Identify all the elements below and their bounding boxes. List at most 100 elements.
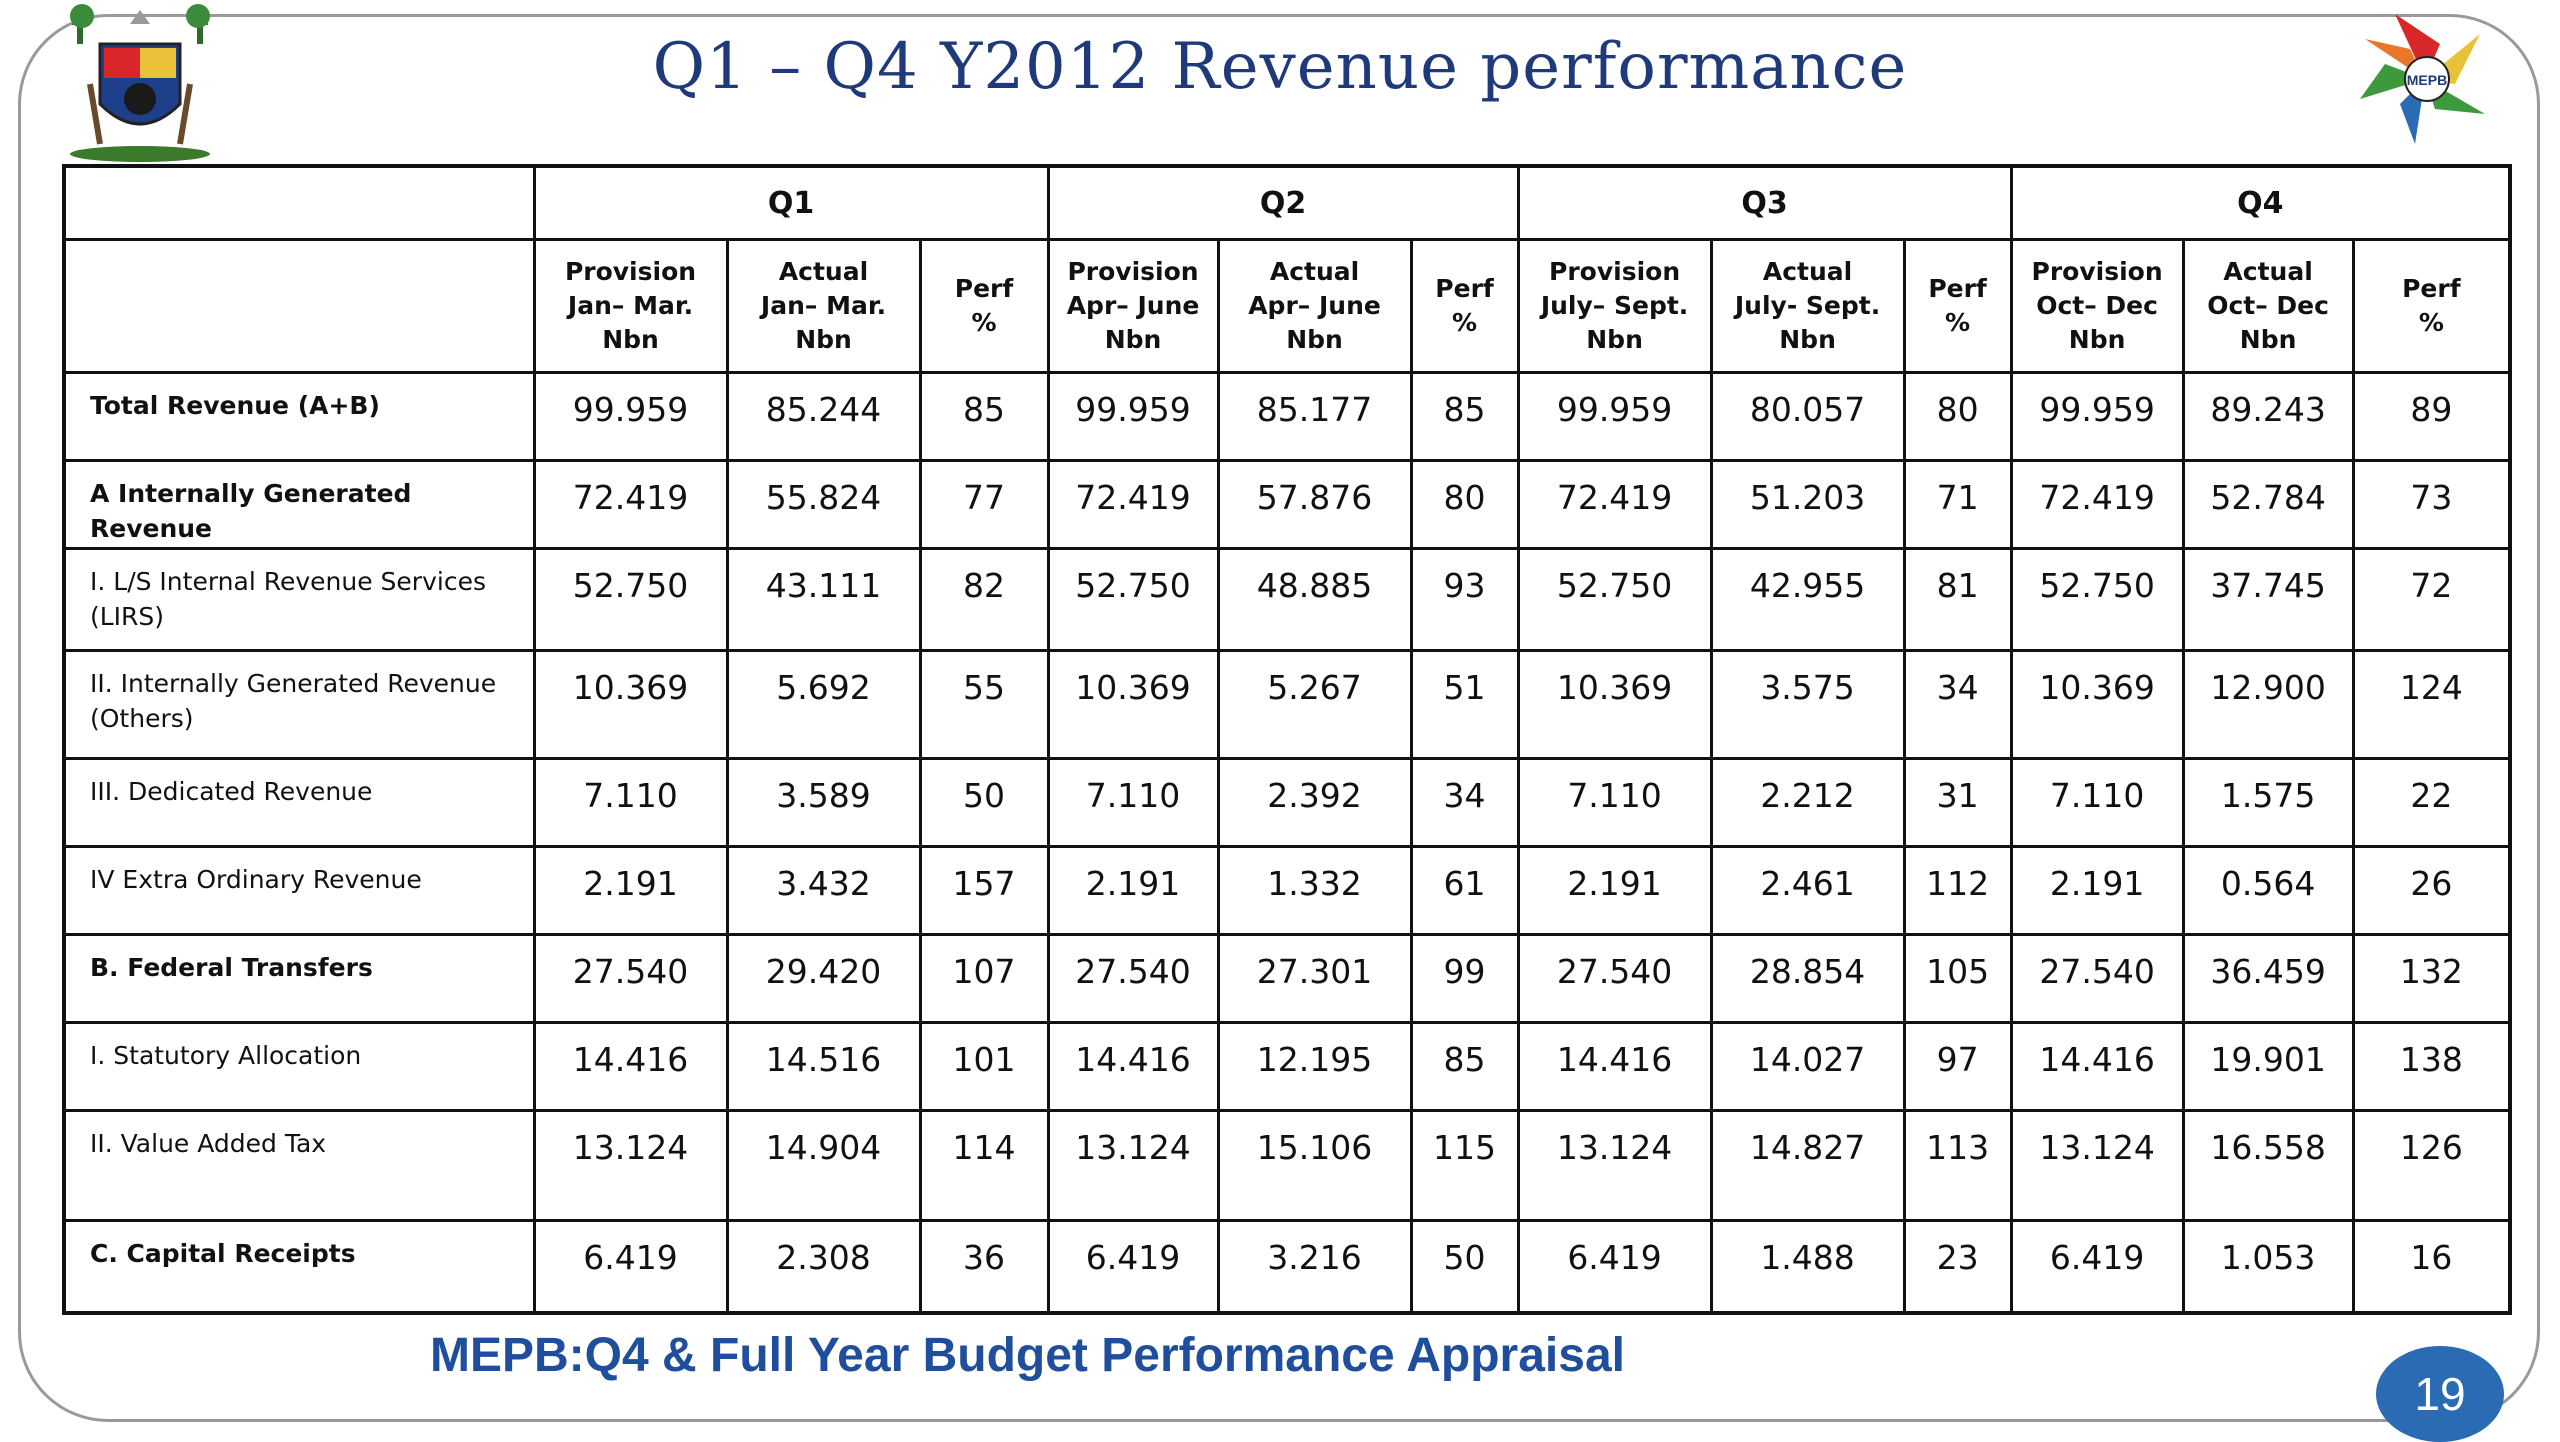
table-cell: 26 <box>2351 845 2512 936</box>
row-label: IV Extra Ordinary Revenue <box>62 845 536 936</box>
table-cell: 12.195 <box>1216 1021 1413 1112</box>
revenue-table: Q1 Q2 Q3 Q4 Provision Jan– Mar. Nbn Actual Jan– … <box>62 164 2513 1315</box>
table-row: II. Internally Generated Revenue (Others… <box>62 649 2512 760</box>
table-cell: 27.540 <box>1046 933 1220 1024</box>
table-cell: 72.419 <box>532 459 729 550</box>
row-label: Total Revenue (A+B) <box>62 371 536 462</box>
table-cell: 36 <box>918 1219 1050 1314</box>
table-cell: 1.053 <box>2181 1219 2355 1314</box>
column-header-line: July– Sept. <box>1540 291 1689 320</box>
mepb-logo-icon: MEPB <box>2360 14 2485 144</box>
table-cell: 7.110 <box>1516 757 1713 848</box>
row-label: C. Capital Receipts <box>62 1219 536 1314</box>
table-cell: 126 <box>2351 1109 2512 1222</box>
table-cell: 99.959 <box>1046 371 1220 462</box>
column-header-line: Provision <box>2031 257 2163 286</box>
table-cell: 82 <box>918 547 1050 652</box>
column-header-line: Nbn <box>1779 325 1836 354</box>
row-label: II. Internally Generated Revenue (Others… <box>62 649 536 760</box>
table-cell: 3.575 <box>1709 649 1906 760</box>
column-header-line: Nbn <box>1586 325 1643 354</box>
table-cell: 3.432 <box>725 845 922 936</box>
table-cell: 97 <box>1902 1021 2013 1112</box>
table-cell: 61 <box>1409 845 1520 936</box>
table-cell: 85 <box>918 371 1050 462</box>
table-cell: 34 <box>1409 757 1520 848</box>
table-cell: 5.692 <box>725 649 922 760</box>
column-header-line: Nbn <box>2068 325 2126 354</box>
table-cell: 80.057 <box>1709 371 1906 462</box>
table-cell: 14.516 <box>725 1021 922 1112</box>
table-cell: 2.308 <box>725 1219 922 1314</box>
page-number-badge: 19 <box>2376 1346 2504 1442</box>
table-cell: 72 <box>2351 547 2512 652</box>
column-header-line: July- Sept. <box>1734 291 1881 320</box>
table-cell: 113 <box>1902 1109 2013 1222</box>
row-label: A Internally Generated Revenue <box>62 459 536 550</box>
table-cell: 1.575 <box>2181 757 2355 848</box>
column-header-line: Actual <box>1762 257 1853 286</box>
table-cell: 114 <box>918 1109 1050 1222</box>
table-cell: 57.876 <box>1216 459 1413 550</box>
column-header: Actual Apr– June Nbn <box>1216 238 1413 374</box>
row-label: I. Statutory Allocation <box>62 1021 536 1112</box>
header-blank-cell <box>62 164 536 241</box>
table-cell: 27.540 <box>532 933 729 1024</box>
table-row: B. Federal Transfers 27.540 29.420 107 27.54… <box>62 933 2512 1024</box>
table-cell: 72.419 <box>1516 459 1713 550</box>
row-label: III. Dedicated Revenue <box>62 757 536 848</box>
table-cell: 52.750 <box>532 547 729 652</box>
table-cell: 55 <box>918 649 1050 760</box>
table-cell: 93 <box>1409 547 1520 652</box>
column-header-line: % <box>1452 308 1478 337</box>
quarter-header-row: Q1 Q2 Q3 Q4 <box>62 164 2512 241</box>
table-cell: 50 <box>918 757 1050 848</box>
table-cell: 50 <box>1409 1219 1520 1314</box>
table-cell: 29.420 <box>725 933 922 1024</box>
table-row: Total Revenue (A+B) 99.959 85.244 85 99.959 8… <box>62 371 2512 462</box>
row-label: B. Federal Transfers <box>62 933 536 1024</box>
table-cell: 7.110 <box>1046 757 1220 848</box>
column-header-row: Provision Jan– Mar. Nbn Actual Jan– Mar. Nbn P… <box>62 238 2512 374</box>
table-cell: 85 <box>1409 1021 1520 1112</box>
column-header-line: Nbn <box>602 325 659 354</box>
column-header-line: Actual <box>2223 257 2313 286</box>
table-cell: 22 <box>2351 757 2512 848</box>
table-cell: 101 <box>918 1021 1050 1112</box>
column-header: Actual Jan– Mar. Nbn <box>725 238 922 374</box>
column-header-line: Oct– Dec <box>2036 291 2158 320</box>
table-cell: 6.419 <box>532 1219 729 1314</box>
table-cell: 31 <box>1902 757 2013 848</box>
table-cell: 7.110 <box>2009 757 2185 848</box>
table-cell: 99.959 <box>2009 371 2185 462</box>
table-cell: 132 <box>2351 933 2512 1024</box>
table-cell: 27.301 <box>1216 933 1413 1024</box>
row-label: II. Value Added Tax <box>62 1109 536 1222</box>
table-row: IV Extra Ordinary Revenue 2.191 3.432 157 2.… <box>62 845 2512 936</box>
column-header: Perf% <box>2351 238 2512 374</box>
table-cell: 23 <box>1902 1219 2013 1314</box>
quarter-header-q3: Q3 <box>1516 164 2013 241</box>
column-header: Provision July– Sept. Nbn <box>1516 238 1713 374</box>
table-cell: 13.124 <box>532 1109 729 1222</box>
table-cell: 14.827 <box>1709 1109 1906 1222</box>
table-cell: 55.824 <box>725 459 922 550</box>
table-row: III. Dedicated Revenue 7.110 3.589 50 7.110 2… <box>62 757 2512 848</box>
column-header-line: Nbn <box>2239 325 2297 354</box>
column-header-line: Perf <box>954 274 1014 303</box>
column-header-line: % <box>1945 308 1971 337</box>
column-header-line: Perf <box>2402 274 2461 303</box>
table-cell: 2.461 <box>1709 845 1906 936</box>
table-cell: 99.959 <box>1516 371 1713 462</box>
table-row: I. L/S Internal Revenue Services (LIRS) 5… <box>62 547 2512 652</box>
table-cell: 2.191 <box>1516 845 1713 936</box>
table-cell: 157 <box>918 845 1050 936</box>
table-cell: 71 <box>1902 459 2013 550</box>
quarter-header-q4: Q4 <box>2009 164 2512 241</box>
column-header-line: Nbn <box>1104 325 1162 354</box>
table-cell: 80 <box>1409 459 1520 550</box>
column-header-line: Nbn <box>1286 325 1343 354</box>
footer-caption: MEPB:Q4 & Full Year Budget Performance A… <box>430 1329 1625 1382</box>
table-cell: 42.955 <box>1709 547 1906 652</box>
table-cell: 2.191 <box>2009 845 2185 936</box>
